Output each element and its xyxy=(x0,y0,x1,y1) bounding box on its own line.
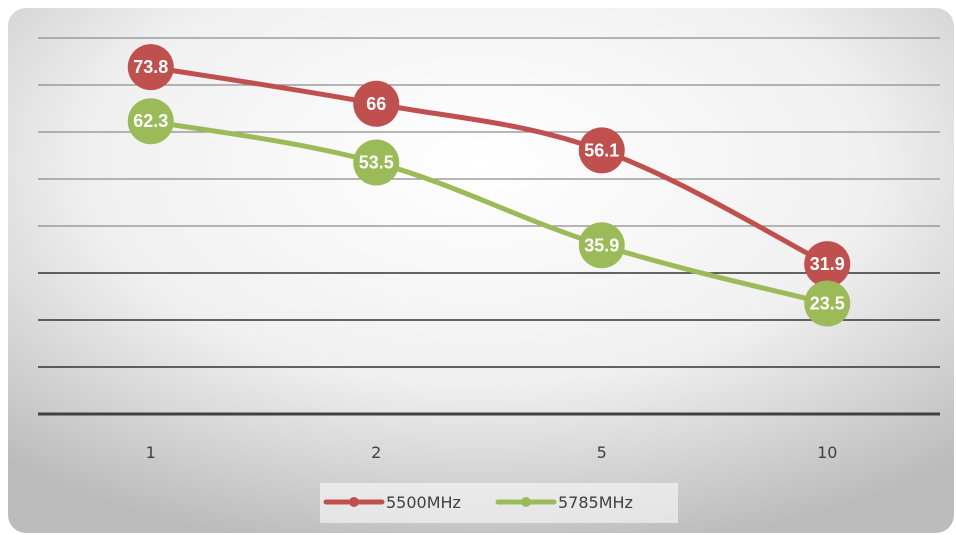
legend-swatch-marker xyxy=(349,497,359,507)
data-point: 23.5 xyxy=(804,280,851,327)
data-label: 31.9 xyxy=(810,254,845,274)
x-tick-label: 10 xyxy=(817,443,837,462)
data-marker xyxy=(578,127,625,174)
data-marker xyxy=(353,80,400,127)
legend-swatch-marker xyxy=(521,497,531,507)
data-point: 66 xyxy=(353,80,400,127)
legend-item: 5785MHz xyxy=(495,493,633,512)
data-label: 53.5 xyxy=(359,153,394,173)
data-point: 53.5 xyxy=(353,139,400,186)
legend-label: 5500MHz xyxy=(386,493,461,512)
data-label: 62.3 xyxy=(133,111,168,131)
data-point: 62.3 xyxy=(127,98,174,145)
x-axis-tick-labels: 1 2 5 10 xyxy=(146,443,838,462)
data-label: 35.9 xyxy=(584,235,619,255)
gridlines xyxy=(38,37,940,416)
chart-background xyxy=(8,8,954,533)
data-label: 23.5 xyxy=(810,294,845,314)
data-label: 56.1 xyxy=(584,140,619,160)
x-tick-label: 1 xyxy=(146,443,156,462)
legend-item: 5500MHz xyxy=(323,493,461,512)
series-line-5785MHz xyxy=(148,118,830,307)
series-lines: 73.8 66 56.1 31.9 62.3 53.5 35.9 23.5 xyxy=(127,44,851,327)
series-line-5500MHz xyxy=(148,64,830,267)
data-point: 73.8 xyxy=(127,44,174,91)
data-label: 66 xyxy=(366,94,386,114)
data-marker xyxy=(127,44,174,91)
data-marker xyxy=(804,280,851,327)
legend: 5500MHz 5785MHz xyxy=(320,483,678,523)
data-label: 73.8 xyxy=(133,57,168,77)
data-point: 31.9 xyxy=(804,241,851,288)
x-tick-label: 2 xyxy=(371,443,381,462)
legend-label: 5785MHz xyxy=(558,493,633,512)
data-marker xyxy=(804,241,851,288)
data-point: 35.9 xyxy=(578,222,625,269)
data-marker xyxy=(578,222,625,269)
data-marker xyxy=(127,98,174,145)
data-point: 56.1 xyxy=(578,127,625,174)
data-markers: 73.8 66 56.1 31.9 62.3 53.5 35.9 23.5 xyxy=(127,44,851,327)
line-chart: 1 2 5 10 73.8 66 56.1 31.9 62.3 53.5 35.9 23.5 550… xyxy=(8,8,954,533)
data-marker xyxy=(353,139,400,186)
x-tick-label: 5 xyxy=(597,443,607,462)
chart-panel: 1 2 5 10 73.8 66 56.1 31.9 62.3 53.5 35.9 23.5 550… xyxy=(8,8,954,533)
